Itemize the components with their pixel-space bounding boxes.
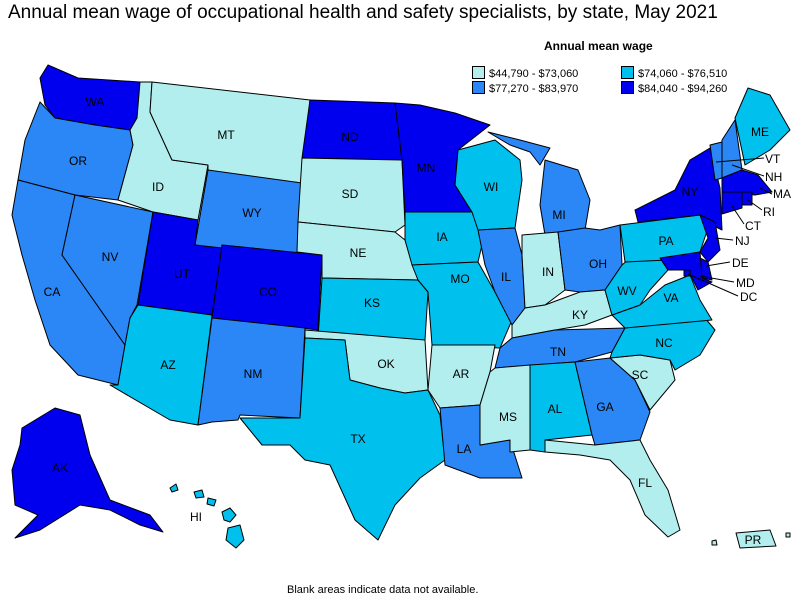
state-label-SC: SC [632,368,649,382]
state-label-VT: VT [765,152,781,166]
leader-line [687,273,739,297]
state-label-FL: FL [638,476,652,490]
state-label-WV: WV [617,284,636,298]
legend-item-tier-3: $84,040 - $94,260 [621,81,727,95]
state-label-LA: LA [457,442,472,456]
state-label-MS: MS [499,410,517,424]
state-label-KS: KS [364,296,380,310]
state-label-SD: SD [342,187,359,201]
state-label-ME: ME [751,125,769,139]
state-label-NV: NV [102,250,119,264]
state-VA[interactable] [611,274,713,329]
state-label-RI: RI [763,205,775,219]
state-label-WI: WI [484,180,499,194]
state-label-OK: OK [377,357,394,371]
state-label-UT: UT [174,267,191,281]
legend-swatch [472,81,485,94]
leader-line [715,157,765,163]
state-label-NY: NY [682,185,699,199]
legend-item-tier-0: $44,790 - $73,060 [472,66,578,80]
leader-line [759,187,773,195]
state-MD[interactable] [659,251,713,291]
state-FL[interactable] [544,439,681,538]
state-label-CT: CT [745,219,762,233]
state-label-OH: OH [589,257,607,271]
state-label-MD: MD [736,276,755,290]
map-title: Annual mean wage of occupational health … [8,2,718,23]
state-label-OR: OR [69,154,87,168]
state-label-MT: MT [217,128,235,142]
footnote: Blank areas indicate data not available. [287,584,479,596]
state-label-PA: PA [658,234,673,248]
state-CO[interactable] [211,244,323,331]
state-label-GA: GA [596,400,613,414]
state-label-CA: CA [44,285,61,299]
legend-swatch [472,66,485,79]
state-label-AZ: AZ [160,358,175,372]
state-label-AL: AL [548,402,563,416]
state-label-KY: KY [572,308,588,322]
state-label-VA: VA [663,291,678,305]
legend-swatch [621,66,634,79]
state-label-ID: ID [152,180,164,194]
legend-item-tier-1: $74,060 - $76,510 [621,66,727,80]
state-label-MA: MA [773,187,791,201]
state-label-AR: AR [453,367,470,381]
state-CT[interactable] [721,191,743,215]
legend-swatch [621,81,634,94]
leader-line [747,199,763,211]
state-label-AK: AK [52,461,68,475]
leader-line [731,205,745,225]
leader-line [705,261,731,267]
leader-line [714,237,734,241]
state-SD[interactable] [297,157,406,233]
state-label-ND: ND [341,130,359,144]
state-NM[interactable] [197,317,306,426]
state-label-IN: IN [542,265,554,279]
state-label-NJ: NJ [735,234,750,248]
state-label-NC: NC [655,336,673,350]
state-label-PR: PR [745,533,762,547]
leader-line [699,275,735,283]
state-label-WA: WA [86,95,105,109]
state-label-WY: WY [242,206,261,220]
state-label-MI: MI [552,208,565,222]
state-label-HI: HI [190,510,202,524]
state-KS[interactable] [317,277,429,341]
state-label-DE: DE [732,256,749,270]
state-label-NH: NH [765,170,782,184]
state-HI[interactable] [169,483,245,549]
state-NY[interactable] [634,147,723,231]
state-label-MN: MN [417,161,436,175]
leader-line [731,164,765,177]
state-AK[interactable] [11,407,164,539]
legend-item-tier-2: $77,270 - $83,970 [472,81,578,95]
state-DC[interactable] [683,269,691,277]
state-label-IA: IA [436,230,447,244]
state-label-CO: CO [259,285,277,299]
state-PR[interactable] [711,529,791,549]
state-label-DC: DC [740,290,758,304]
state-label-NM: NM [244,367,263,381]
state-label-TX: TX [350,432,365,446]
state-RI[interactable] [741,191,753,206]
legend-title: Annual mean wage [544,39,653,53]
state-label-MO: MO [450,272,469,286]
state-label-NE: NE [350,246,367,260]
state-label-IL: IL [501,270,511,284]
state-label-TN: TN [550,345,566,359]
state-ME[interactable] [734,87,791,166]
state-TX[interactable] [239,337,446,541]
